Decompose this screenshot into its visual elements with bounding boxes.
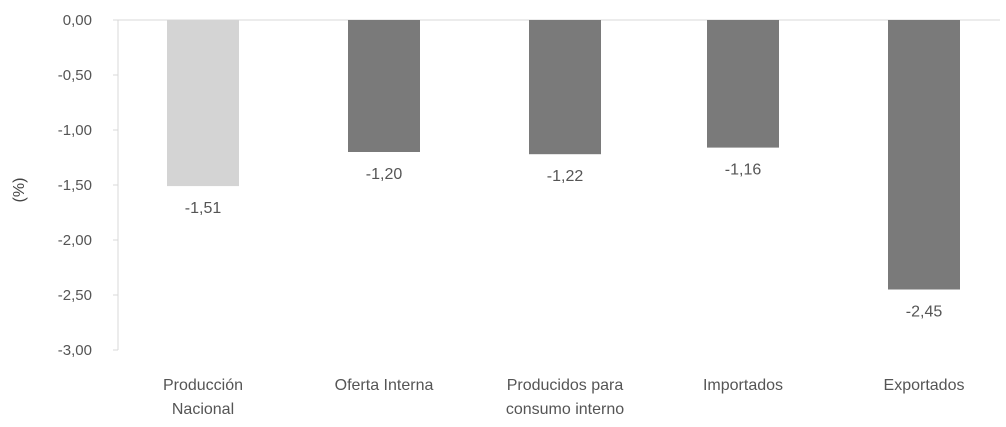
data-label: -2,45 xyxy=(906,304,943,321)
bar xyxy=(707,20,779,148)
category-label: Producidos para xyxy=(507,377,624,394)
category-label: Producción xyxy=(163,377,243,394)
y-tick-label: -2,00 xyxy=(58,232,92,249)
bar xyxy=(888,20,960,290)
axes-layer: 0,00 -0,50 -1,00 -1,50 -2,00 -2,50 -3,00 xyxy=(58,12,1000,359)
category-label: consumo interno xyxy=(506,401,624,418)
y-axis-title: (%) xyxy=(11,178,28,203)
category-label: Oferta Interna xyxy=(335,377,434,394)
data-label: -1,51 xyxy=(185,200,222,217)
category-label: Exportados xyxy=(884,377,965,394)
category-label: Importados xyxy=(703,377,783,394)
y-tick-label: -0,50 xyxy=(58,67,92,84)
bar xyxy=(167,20,239,187)
data-label: -1,22 xyxy=(547,168,584,185)
bar xyxy=(348,20,420,152)
y-tick-label: 0,00 xyxy=(63,12,92,29)
y-tick-label: -3,00 xyxy=(58,342,92,359)
y-tick-label: -1,00 xyxy=(58,122,92,139)
category-label: Nacional xyxy=(172,401,234,418)
labels-layer: -1,51 Producción Nacional -1,20 Oferta Inter… xyxy=(163,162,964,418)
data-label: -1,16 xyxy=(725,162,762,179)
bars-layer xyxy=(167,20,960,290)
bar xyxy=(529,20,601,155)
data-label: -1,20 xyxy=(366,166,403,183)
y-tick-label: -2,50 xyxy=(58,287,92,304)
y-tick-label: -1,50 xyxy=(58,177,92,194)
